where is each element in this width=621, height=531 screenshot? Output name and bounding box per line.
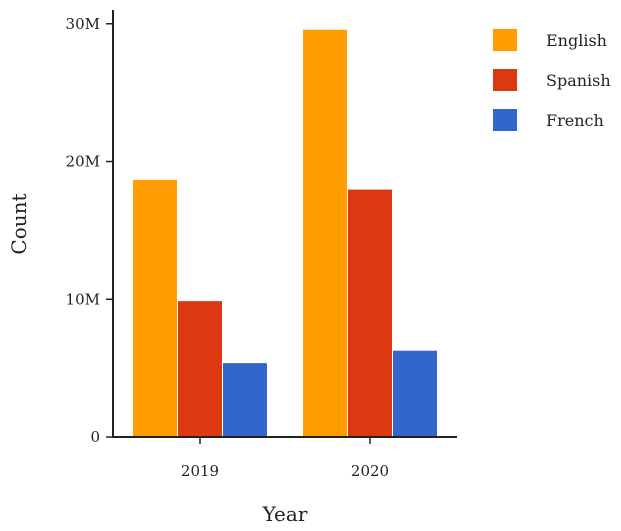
y-axis-title: Count <box>7 193 31 254</box>
legend-swatch-spanish <box>493 69 517 91</box>
x-axis-ticks: 2019 2020 <box>181 437 389 480</box>
bar-english-2020 <box>302 28 348 438</box>
bar-french-2019 <box>222 362 268 438</box>
bar-english-2019 <box>132 178 178 438</box>
legend-label-english: English <box>546 31 607 50</box>
x-tick-label: 2019 <box>181 462 219 480</box>
y-axis-ticks: 0 10M 20M 30M <box>66 15 113 446</box>
bars <box>132 28 438 438</box>
legend-swatch-english <box>493 29 517 51</box>
y-tick-label: 10M <box>66 290 100 308</box>
y-tick-label: 20M <box>66 153 100 171</box>
legend-swatch-french <box>493 109 517 131</box>
bar-french-2020 <box>392 349 438 438</box>
y-tick-label: 0 <box>90 428 100 446</box>
x-tick-label: 2020 <box>351 462 389 480</box>
legend-label-french: French <box>546 111 604 130</box>
x-axis-title: Year <box>262 502 308 526</box>
bar-spanish-2020 <box>347 188 393 438</box>
legend: English Spanish French <box>493 29 611 131</box>
axes <box>112 10 457 438</box>
y-tick-label: 30M <box>66 15 100 33</box>
bar-spanish-2019 <box>177 300 223 438</box>
legend-label-spanish: Spanish <box>546 71 611 90</box>
